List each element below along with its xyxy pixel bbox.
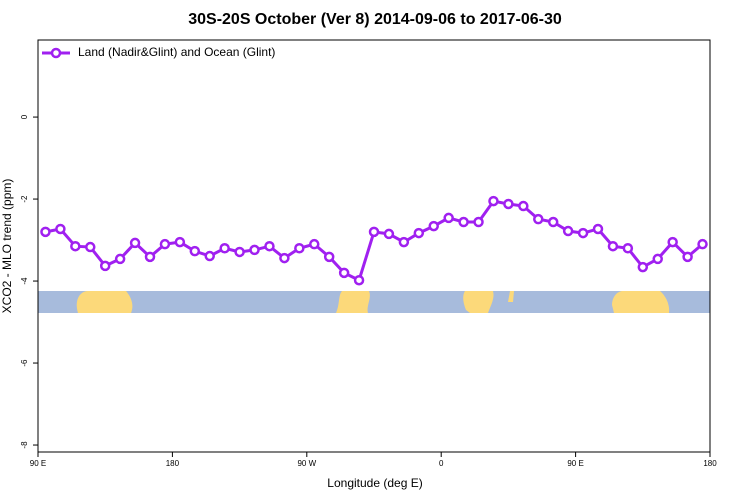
data-point xyxy=(383,228,395,240)
data-point xyxy=(533,213,544,225)
data-point xyxy=(70,240,81,252)
data-point xyxy=(85,241,96,253)
data-point xyxy=(518,200,529,212)
data-point xyxy=(458,216,469,228)
data-point xyxy=(294,243,305,254)
data-point xyxy=(398,236,410,248)
data-point xyxy=(503,198,514,210)
data-point xyxy=(55,223,66,235)
data-point xyxy=(607,240,619,252)
data-point xyxy=(309,238,320,250)
chart-title: 30S-20S October (Ver 8) 2014-09-06 to 20… xyxy=(188,11,562,28)
data-point xyxy=(338,267,350,279)
data-line xyxy=(45,199,704,283)
data-point xyxy=(443,212,454,224)
land-ocean-strip xyxy=(38,291,710,313)
y-tick-label: -4 xyxy=(20,277,29,285)
data-point xyxy=(249,244,260,256)
data-point xyxy=(204,250,215,262)
data-point xyxy=(99,260,111,272)
data-point xyxy=(428,220,439,232)
data-point xyxy=(488,195,499,207)
data-point xyxy=(697,238,708,250)
data-point xyxy=(114,253,126,265)
y-tick-label: 0 xyxy=(20,114,29,119)
data-point xyxy=(562,225,574,237)
data-point xyxy=(368,226,380,238)
data-point xyxy=(234,246,245,258)
y-tick-label: -8 xyxy=(20,441,29,449)
x-tick-label: 90 W xyxy=(297,459,316,468)
y-axis-label: XCO2 - MLO trend (ppm) xyxy=(0,179,14,314)
y-tick-label: -6 xyxy=(20,359,29,367)
data-point xyxy=(413,227,425,239)
data-point xyxy=(323,251,335,263)
x-tick-label: 180 xyxy=(703,459,717,468)
data-point xyxy=(144,251,156,263)
data-point xyxy=(264,240,275,252)
data-point xyxy=(473,216,484,228)
data-point xyxy=(159,238,171,250)
data-point xyxy=(592,223,604,235)
x-tick-label: 0 xyxy=(439,459,444,468)
data-point xyxy=(174,236,186,248)
data-point xyxy=(577,227,589,239)
x-tick-label: 180 xyxy=(166,459,180,468)
data-point xyxy=(547,216,559,228)
x-tick-label: 90 E xyxy=(567,459,583,468)
data-point xyxy=(40,226,51,238)
data-point xyxy=(667,236,678,248)
data-point xyxy=(353,274,365,286)
y-tick-label: -2 xyxy=(20,195,29,203)
data-point xyxy=(189,245,201,257)
data-point xyxy=(622,243,634,254)
x-axis-label: Longitude (deg E) xyxy=(327,476,422,490)
data-point xyxy=(637,261,649,273)
data-point xyxy=(219,243,230,254)
x-tick-label: 90 E xyxy=(30,459,46,468)
data-point xyxy=(129,237,141,249)
plot-frame xyxy=(37,39,711,453)
data-point xyxy=(279,252,290,264)
legend-label: Land (Nadir&Glint) and Ocean (Glint) xyxy=(78,45,275,59)
data-point xyxy=(652,253,663,265)
legend-marker xyxy=(50,47,62,59)
data-point xyxy=(682,251,693,263)
